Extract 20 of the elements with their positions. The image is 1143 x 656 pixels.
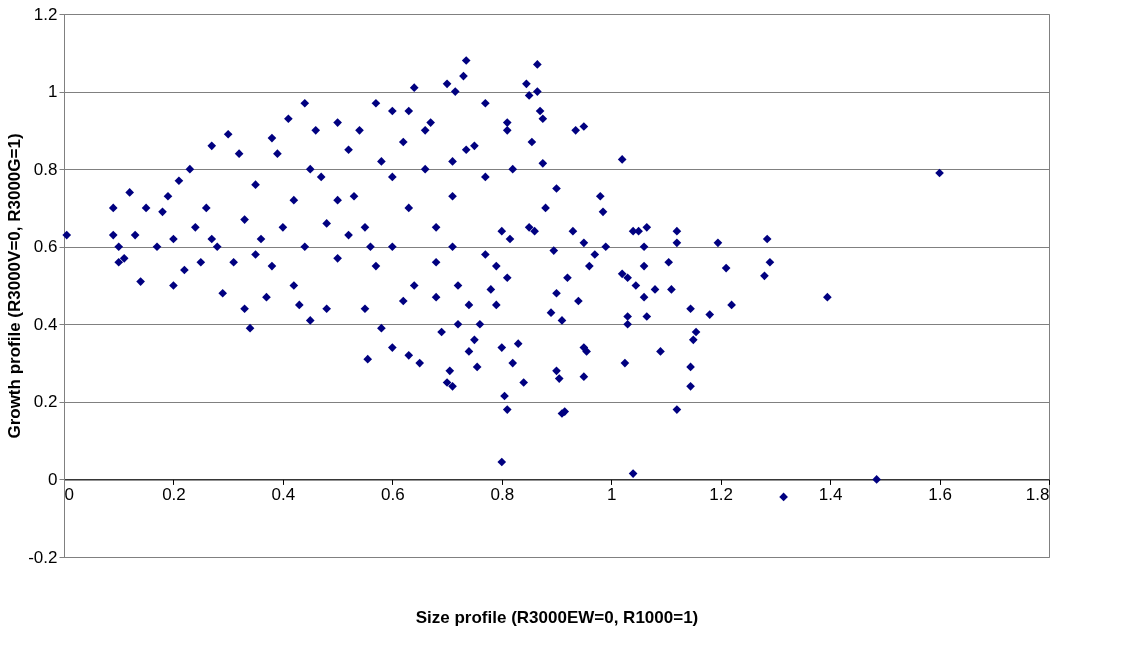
y-tick-label: 1 [48,82,58,102]
y-tick-label: 0.6 [33,237,58,257]
y-axis-title: Growth profile (R3000V=0, R3000G=1) [5,133,25,439]
x-tick-label: 0.4 [271,484,296,504]
y-tick-label: 0 [48,469,58,489]
x-tick-label: 1.2 [709,484,733,504]
y-tick-label: 0.4 [33,314,58,334]
y-tick-label: 0.2 [33,392,58,412]
x-tick-label: 1 [606,484,617,504]
x-tick-label: 0.6 [381,484,405,504]
x-tick-label: 0.2 [162,484,186,504]
y-tick-label: 1.2 [33,4,58,24]
x-tick-label: 1.8 [1025,484,1050,504]
y-tick-label: -0.2 [28,547,58,567]
x-tick-label: 1.6 [928,484,952,504]
x-tick-label: 0.8 [490,484,515,504]
y-tick-label: 0.8 [33,159,58,179]
x-tick-label: 0 [64,484,74,504]
x-tick-label: 1.4 [818,484,843,504]
x-axis-title: Size profile (R3000EW=0, R1000=1) [415,607,699,627]
